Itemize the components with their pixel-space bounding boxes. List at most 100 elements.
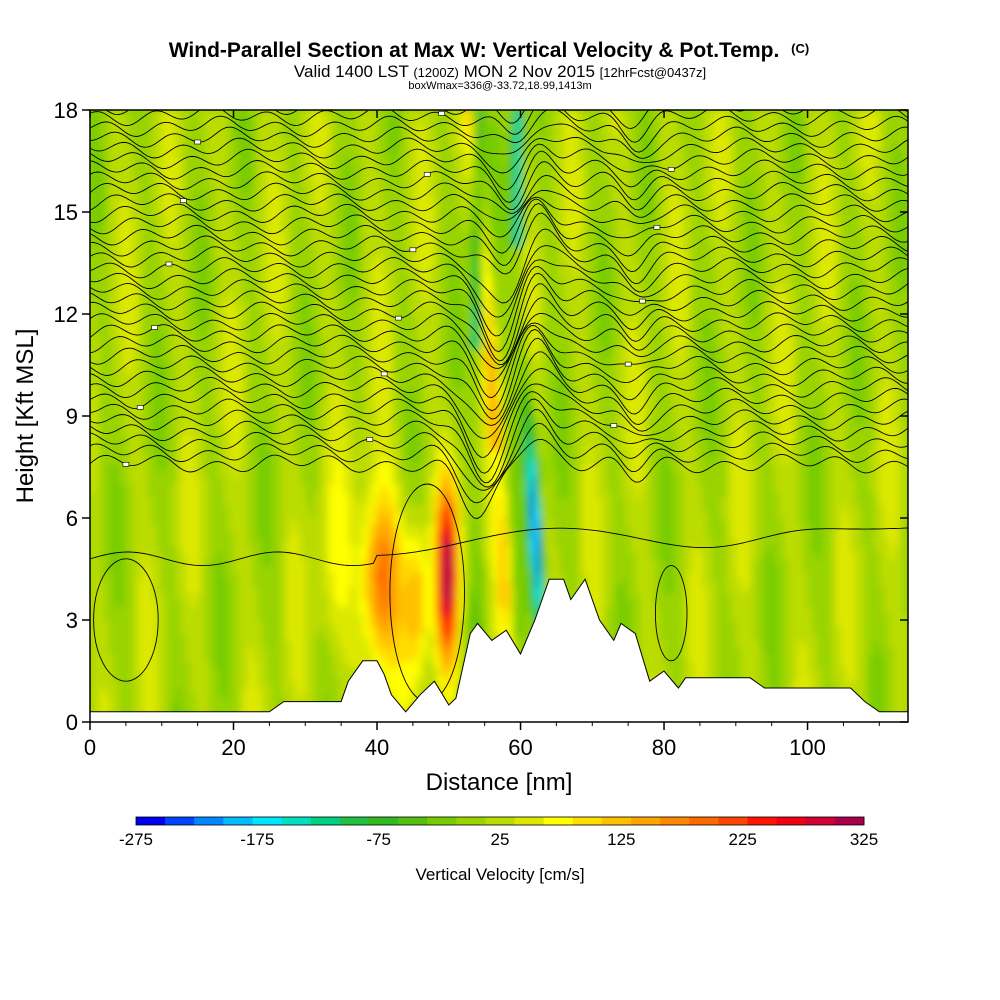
field-cell (257, 504, 262, 511)
field-cell (262, 538, 267, 545)
field-cell (324, 348, 329, 355)
field-cell (324, 287, 329, 294)
field-cell (267, 470, 272, 477)
field-cell (200, 593, 205, 600)
field-cell (114, 688, 119, 695)
field-cell (224, 620, 229, 627)
field-cell (133, 457, 138, 464)
field-cell (291, 511, 296, 518)
field-cell (95, 402, 100, 409)
field-cell (176, 226, 181, 233)
field-cell (257, 151, 262, 158)
field-cell (281, 321, 286, 328)
field-cell (157, 504, 162, 511)
field-cell (100, 348, 105, 355)
field-cell (296, 661, 301, 668)
field-cell (238, 158, 243, 165)
field-cell (162, 464, 167, 471)
field-cell (310, 124, 315, 131)
field-cell (205, 538, 210, 545)
field-cell (210, 545, 215, 552)
field-cell (286, 416, 291, 423)
field-cell (219, 491, 224, 498)
field-cell (296, 538, 301, 545)
field-cell (138, 124, 143, 131)
field-cell (210, 702, 215, 709)
field-cell (329, 681, 334, 688)
field-cell (334, 695, 339, 702)
field-cell (205, 695, 210, 702)
field-cell (257, 260, 262, 267)
field-cell (224, 348, 229, 355)
field-cell (334, 586, 339, 593)
field-cell (143, 246, 148, 253)
field-cell (234, 348, 239, 355)
field-cell (210, 552, 215, 559)
field-cell (248, 491, 253, 498)
field-cell (100, 253, 105, 260)
field-cell (205, 702, 210, 709)
field-cell (224, 600, 229, 607)
field-cell (286, 634, 291, 641)
field-cell (114, 382, 119, 389)
field-cell (257, 198, 262, 205)
field-cell (147, 246, 152, 253)
field-cell (147, 634, 152, 641)
field-cell (229, 164, 234, 171)
field-cell (238, 239, 243, 246)
field-cell (90, 518, 95, 525)
field-cell (281, 266, 286, 273)
field-cell (334, 572, 339, 579)
field-cell (334, 688, 339, 695)
field-cell (133, 110, 138, 117)
field-cell (162, 566, 167, 573)
field-cell (100, 545, 105, 552)
field-cell (90, 321, 95, 328)
field-cell (90, 579, 95, 586)
field-cell (281, 232, 286, 239)
field-cell (305, 253, 310, 260)
field-cell (186, 362, 191, 369)
field-cell (234, 144, 239, 151)
field-cell (224, 538, 229, 545)
field-cell (262, 137, 267, 144)
field-cell (157, 450, 162, 457)
field-cell (104, 647, 109, 654)
field-cell (171, 647, 176, 654)
field-cell (157, 178, 162, 185)
field-cell (234, 586, 239, 593)
field-cell (167, 491, 172, 498)
field-cell (181, 185, 186, 192)
field-cell (229, 688, 234, 695)
field-cell (143, 661, 148, 668)
field-cell (296, 457, 301, 464)
field-cell (100, 457, 105, 464)
field-cell (109, 586, 114, 593)
field-cell (257, 164, 262, 171)
field-cell (305, 668, 310, 675)
field-cell (114, 396, 119, 403)
field-cell (162, 668, 167, 675)
field-cell (119, 341, 124, 348)
field-cell (310, 396, 315, 403)
field-cell (277, 525, 282, 532)
field-cell (286, 606, 291, 613)
field-cell (186, 572, 191, 579)
field-cell (267, 627, 272, 634)
field-cell (301, 661, 306, 668)
field-cell (219, 593, 224, 600)
field-cell (157, 219, 162, 226)
field-cell (200, 171, 205, 178)
field-cell (90, 389, 95, 396)
field-cell (305, 470, 310, 477)
field-cell (171, 579, 176, 586)
field-cell (128, 484, 133, 491)
field-cell (267, 702, 272, 709)
field-cell (152, 525, 157, 532)
field-cell (210, 110, 215, 117)
field-cell (315, 266, 320, 273)
field-cell (253, 532, 258, 539)
field-cell (186, 674, 191, 681)
field-cell (186, 307, 191, 314)
field-cell (262, 606, 267, 613)
